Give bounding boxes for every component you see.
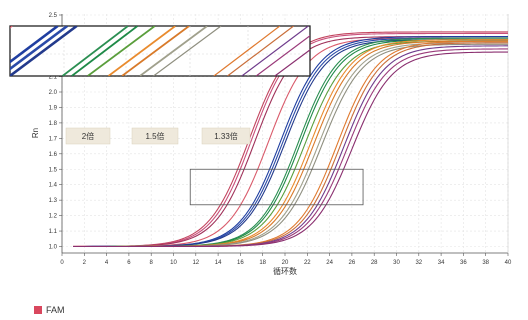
y-tick-label: 1.4 (49, 183, 58, 189)
legend-label: FAM (46, 305, 65, 315)
inset-curve (10, 26, 69, 71)
x-tick-label: 32 (415, 260, 422, 266)
y-tick-label: 1.5 (49, 167, 58, 173)
inset-curve (241, 26, 309, 76)
inset-curve (107, 26, 176, 76)
y-tick-label: 1.7 (49, 136, 58, 142)
y-tick-label: 1.2 (49, 214, 58, 220)
annotation-label: 1.33倍 (214, 131, 238, 141)
zoom-inset (9, 25, 311, 77)
inset-curve (10, 26, 78, 76)
x-tick-label: 26 (349, 260, 356, 266)
x-tick-label: 38 (482, 260, 489, 266)
y-tick-label: 1.0 (49, 245, 58, 251)
inset-curve (61, 26, 129, 76)
x-tick-label: 12 (192, 260, 199, 266)
annotation-label: 2倍 (82, 131, 94, 141)
amplification-curve (73, 48, 509, 248)
x-tick-label: 18 (259, 260, 266, 266)
inset-curve (10, 26, 59, 64)
inset-curve (87, 26, 156, 76)
inset-curve (121, 26, 190, 76)
x-tick-label: 22 (304, 260, 311, 266)
inset-curve (71, 26, 138, 76)
x-tick-label: 36 (460, 260, 467, 266)
x-tick-label: 8 (150, 260, 154, 266)
y-tick-label: 1.9 (49, 105, 58, 111)
highlight-box (189, 168, 364, 206)
x-axis-title: 循环数 (273, 266, 297, 276)
x-tick-label: 40 (505, 260, 512, 266)
amplification-curve (73, 51, 509, 248)
y-tick-label: 2.1 (49, 75, 58, 81)
x-tick-label: 0 (60, 260, 64, 266)
x-tick-label: 28 (371, 260, 378, 266)
x-tick-label: 14 (215, 260, 222, 266)
annotation-label: 1.5倍 (145, 131, 164, 141)
inset-curve (139, 26, 208, 76)
y-tick-label: 1.1 (49, 229, 58, 235)
inset-curves (10, 26, 310, 76)
y-tick-label: 1.8 (49, 121, 58, 127)
inset-curve (153, 26, 222, 76)
inset-curve (255, 35, 310, 76)
legend-swatch (34, 306, 42, 314)
x-tick-label: 30 (393, 260, 400, 266)
inset-curve (213, 26, 281, 76)
annotation-tag (201, 127, 251, 145)
x-tick-label: 34 (438, 260, 445, 266)
y-tick-label: 2.5 (49, 13, 58, 19)
y-tick-label: 1.3 (49, 198, 58, 204)
inset-curve (274, 49, 310, 76)
x-tick-label: 10 (170, 260, 177, 266)
x-tick-label: 6 (127, 260, 131, 266)
x-tick-label: 24 (326, 260, 333, 266)
y-tick-label: 1.6 (49, 152, 58, 158)
y-axis-title: Rn (31, 128, 40, 138)
x-tick-label: 4 (105, 260, 109, 266)
annotation-tag (131, 127, 179, 145)
legend: FAM (34, 305, 65, 315)
y-tick-label: 2.0 (49, 90, 58, 96)
x-tick-label: 2 (83, 260, 87, 266)
inset-curve (227, 26, 294, 76)
x-tick-label: 20 (282, 260, 289, 266)
amplification-chart: 0 2 4 6 8 10 12 14 16 18 20 22 24 26 28 30 32 34 36 38 401.0… (9, 13, 512, 276)
x-tick-label: 16 (237, 260, 244, 266)
annotation-tag (65, 127, 111, 145)
